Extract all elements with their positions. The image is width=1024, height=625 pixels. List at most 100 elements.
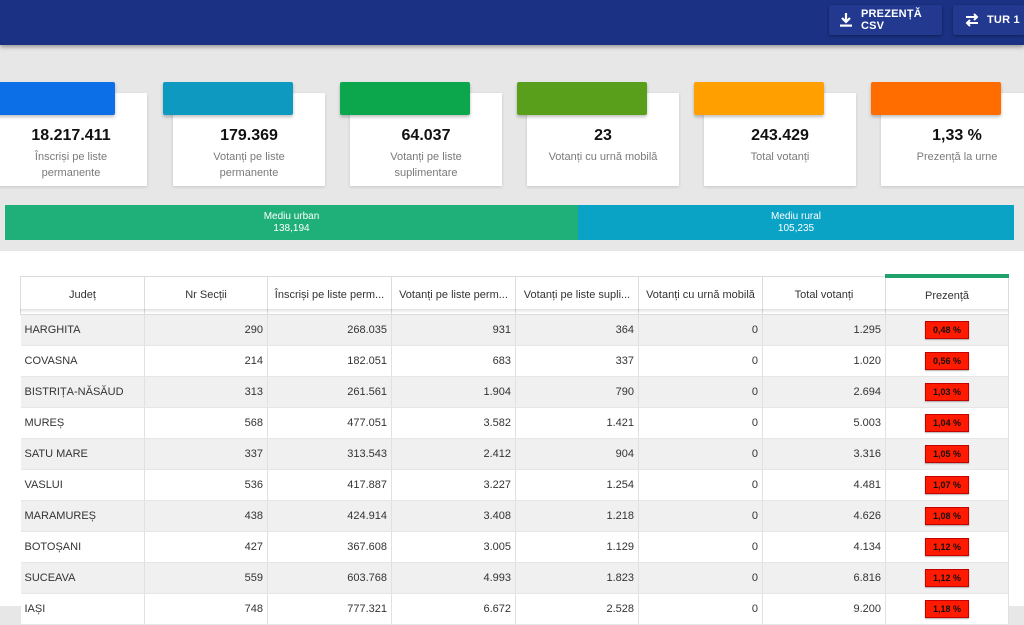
cell-perm: 3.005 (391, 531, 516, 563)
table-row[interactable]: VASLUI 536 417.887 3.227 1.254 0 4.481 1,07 % (20, 469, 1009, 501)
stat-card-label: Total votanți (750, 151, 810, 163)
cell-total: 9.200 (762, 593, 886, 625)
stat-card-color-header (517, 82, 647, 115)
stat-card: 179.369 Votanți pe liste permanente (163, 82, 325, 186)
stat-card-label: Prezență la urne (916, 151, 998, 163)
column-header[interactable]: Votanți pe liste perm... (391, 275, 516, 315)
stat-card-label: Votanți pe liste permanente (213, 151, 285, 179)
cell-judet: COVASNA (20, 345, 145, 377)
cell-judet: BOTOȘANI (20, 531, 145, 563)
cell-sectii: 748 (144, 593, 268, 625)
stat-card: 243.429 Total votanți (694, 82, 856, 186)
county-table: Județ Nr Secții Înscriși pe liste perm... V… (20, 274, 1009, 625)
stat-card-value: 64.037 (401, 127, 451, 144)
cell-prezenta: 1,05 % (885, 438, 1009, 470)
stat-card: 23 Votanți cu urnă mobilă (517, 82, 679, 186)
cell-supl: 790 (515, 376, 639, 408)
stat-card-value: 18.217.411 (31, 127, 111, 144)
cell-prezenta: 1,07 % (885, 469, 1009, 501)
cell-total: 4.626 (762, 500, 886, 532)
cell-total: 1.295 (762, 314, 886, 346)
download-csv-label: PREZENȚĂ CSV (861, 8, 922, 32)
urban-value: 138,194 (273, 223, 310, 234)
cell-perm: 1.904 (391, 376, 516, 408)
cell-sectii: 438 (144, 500, 268, 532)
cell-sectii: 337 (144, 438, 268, 470)
cell-sectii: 568 (144, 407, 268, 439)
cell-supl: 2.528 (515, 593, 639, 625)
cell-prezenta: 0,48 % (885, 314, 1009, 346)
stat-card-color-header (340, 82, 470, 115)
cell-inscrisi: 603.768 (267, 562, 392, 594)
cell-perm: 2.412 (391, 438, 516, 470)
cell-sectii: 313 (144, 376, 268, 408)
cell-supl: 337 (515, 345, 639, 377)
round-toggle-button[interactable]: TUR 1 (953, 5, 1024, 35)
column-header[interactable]: Prezență (885, 274, 1009, 315)
stat-card-value: 1,33 % (932, 127, 982, 144)
top-bar: PREZENȚĂ CSV TUR 1 (0, 0, 1024, 45)
cell-sectii: 559 (144, 562, 268, 594)
stat-card-label: Votanți cu urnă mobilă (548, 151, 658, 163)
cell-total: 4.481 (762, 469, 886, 501)
cell-prezenta: 0,56 % (885, 345, 1009, 377)
table-row[interactable]: BOTOȘANI 427 367.608 3.005 1.129 0 4.134 1,12 % (20, 531, 1009, 563)
cell-mobila: 0 (638, 314, 763, 346)
cell-inscrisi: 261.561 (267, 376, 392, 408)
cell-total: 4.134 (762, 531, 886, 563)
cell-perm: 6.672 (391, 593, 516, 625)
turnout-badge: 1,03 % (924, 383, 970, 401)
download-csv-button[interactable]: PREZENȚĂ CSV (829, 5, 942, 35)
cell-judet: VASLUI (20, 469, 145, 501)
table-row[interactable]: SATU MARE 337 313.543 2.412 904 0 3.316 1,05 % (20, 438, 1009, 470)
turnout-badge: 1,12 % (924, 569, 970, 587)
cell-perm: 3.408 (391, 500, 516, 532)
urban-label: Mediu urban (263, 211, 320, 222)
table-row[interactable]: IAȘI 748 777.321 6.672 2.528 0 9.200 1,18 % (20, 593, 1009, 625)
cell-judet: HARGHITA (20, 314, 145, 346)
cell-sectii: 536 (144, 469, 268, 501)
stat-card: 18.217.411 Înscriși pe liste permanente (0, 82, 147, 186)
table-row[interactable]: BISTRIȚA-NĂSĂUD 313 261.561 1.904 790 0 2.694 1… (20, 376, 1009, 408)
table-row[interactable]: MUREȘ 568 477.051 3.582 1.421 0 5.003 1,04 % (20, 407, 1009, 439)
cell-supl: 1.823 (515, 562, 639, 594)
cell-mobila: 0 (638, 500, 763, 532)
cell-prezenta: 1,12 % (885, 531, 1009, 563)
cell-mobila: 0 (638, 593, 763, 625)
stat-card-color-header (0, 82, 115, 115)
stat-card: 64.037 Votanți pe liste suplimentare (340, 82, 502, 186)
cell-prezenta: 1,04 % (885, 407, 1009, 439)
column-header[interactable]: Votanți cu urnă mobilă (638, 275, 763, 315)
table-row[interactable]: COVASNA 214 182.051 683 337 0 1.020 0,56 % (20, 345, 1009, 377)
rural-bar: Mediu rural 105,235 (578, 205, 1014, 240)
cell-sectii: 427 (144, 531, 268, 563)
cell-inscrisi: 777.321 (267, 593, 392, 625)
cell-judet: BISTRIȚA-NĂSĂUD (20, 376, 145, 408)
cell-supl: 1.129 (515, 531, 639, 563)
cell-perm: 3.227 (391, 469, 516, 501)
cell-supl: 1.218 (515, 500, 639, 532)
turnout-badge: 1,05 % (924, 445, 970, 463)
turnout-badge: 1,07 % (924, 476, 970, 494)
cell-mobila: 0 (638, 345, 763, 377)
download-icon (837, 11, 855, 29)
rural-value: 105,235 (777, 223, 815, 234)
table-row[interactable]: MARAMUREȘ 438 424.914 3.408 1.218 0 4.626 1,08 … (20, 500, 1009, 532)
table-row[interactable]: HARGHITA 290 268.035 931 364 0 1.295 0,48 % (20, 314, 1009, 346)
cell-inscrisi: 424.914 (267, 500, 392, 532)
cell-total: 5.003 (762, 407, 886, 439)
table-row[interactable]: SUCEAVA 559 603.768 4.993 1.823 0 6.816 1,12 % (20, 562, 1009, 594)
stat-card-label: Înscriși pe liste permanente (34, 151, 108, 179)
column-header[interactable]: Înscriși pe liste perm... (267, 275, 392, 315)
cell-inscrisi: 367.608 (267, 531, 392, 563)
cell-perm: 931 (391, 314, 516, 346)
cell-inscrisi: 477.051 (267, 407, 392, 439)
stat-card-color-header (163, 82, 293, 115)
stat-card-value: 243.429 (751, 127, 809, 144)
column-header[interactable]: Județ (20, 275, 145, 315)
cell-total: 2.694 (762, 376, 886, 408)
cell-supl: 1.421 (515, 407, 639, 439)
column-header[interactable]: Votanți pe liste supli... (515, 275, 639, 315)
cell-inscrisi: 268.035 (267, 314, 392, 346)
cell-judet: MUREȘ (20, 407, 145, 439)
